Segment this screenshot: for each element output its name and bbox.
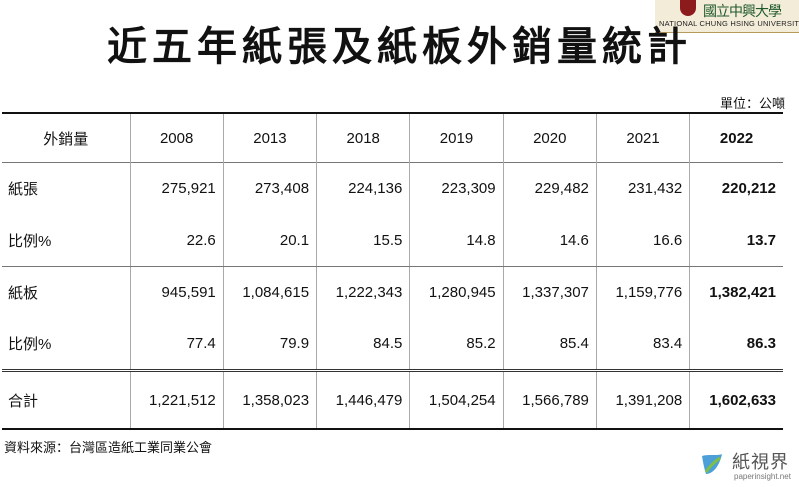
university-logo-script: 國立中興大學 [703,4,782,20]
table-cell: 1,222,343 [316,266,411,319]
table-cell: 1,358,023 [223,370,318,429]
table-cell: 15.5 [316,214,411,268]
column-header: 2018 [316,113,411,163]
table-row: 紙張 275,921 273,408 224,136 223,309 229,4… [2,162,783,215]
table-total-row: 合計 1,221,512 1,358,023 1,446,479 1,504,2… [2,370,783,429]
table-cell: 20.1 [223,214,318,268]
unit-label: 單位：公噸 [719,97,785,112]
table-cell: 84.5 [316,318,411,371]
table-cell: 1,382,421 [689,266,783,319]
table-cell: 229,482 [503,162,597,215]
table-cell: 14.8 [409,214,504,268]
row-label: 比例% [2,318,131,371]
table-cell: 1,446,479 [316,370,411,429]
table-cell: 85.2 [409,318,504,371]
paperinsight-url: paperinsight.net [734,472,791,481]
column-header: 外銷量 [2,113,131,163]
table-row: 紙板 945,591 1,084,615 1,222,343 1,280,945… [2,266,783,319]
table-cell: 275,921 [130,162,224,215]
table-cell: 14.6 [503,214,597,268]
table-cell: 13.7 [689,214,783,268]
table-cell: 22.6 [130,214,224,268]
table-cell: 1,391,208 [596,370,691,429]
table-cell: 1,602,633 [689,370,783,429]
table-cell: 86.3 [689,318,783,371]
table-cell: 16.6 [596,214,691,268]
table-cell: 1,566,789 [503,370,597,429]
page-title: 近五年紙張及紙板外銷量統計 [107,23,692,70]
table-cell: 945,591 [130,266,224,319]
table-cell: 1,337,307 [503,266,597,319]
table-cell: 79.9 [223,318,318,371]
table-cell: 83.4 [596,318,691,371]
university-emblem-icon [680,0,696,16]
table-cell: 85.4 [503,318,597,371]
column-header: 2008 [130,113,224,163]
column-header: 2021 [596,113,691,163]
column-header: 2022 [689,113,783,163]
table-cell: 224,136 [316,162,411,215]
column-header: 2020 [503,113,597,163]
table-cell: 231,432 [596,162,691,215]
table-cell: 1,084,615 [223,266,318,319]
row-label: 紙板 [2,266,131,319]
table-cell: 223,309 [409,162,504,215]
paperinsight-brand-name: 紙視界 [732,452,789,473]
row-label: 比例% [2,214,131,268]
column-header: 2019 [409,113,504,163]
table-cell: 1,159,776 [596,266,691,319]
table-row: 比例% 77.4 79.9 84.5 85.2 85.4 83.4 86.3 [2,318,783,371]
university-logo: 國立中興大學 NATIONAL CHUNG HSING UNIVERSITY [655,0,799,33]
row-label: 紙張 [2,162,131,215]
table-cell: 1,221,512 [130,370,224,429]
export-volume-table: 外銷量 2008 2013 2018 2019 2020 2021 2022 紙… [2,112,783,430]
column-header: 2013 [223,113,318,163]
row-label: 合計 [2,370,131,429]
table-row: 比例% 22.6 20.1 15.5 14.8 14.6 16.6 13.7 [2,214,783,268]
table-cell: 1,280,945 [409,266,504,319]
table-cell: 77.4 [130,318,224,371]
paperinsight-leaf-icon [702,454,722,474]
source-note: 資料來源：台灣區造紙工業同業公會 [4,441,213,456]
university-logo-subtitle: NATIONAL CHUNG HSING UNIVERSITY [659,19,799,28]
table-header-row: 外銷量 2008 2013 2018 2019 2020 2021 2022 [2,113,783,163]
table-cell: 273,408 [223,162,318,215]
paperinsight-logo: 紙視界 paperinsight.net [696,448,796,486]
table-cell: 220,212 [689,162,783,215]
table-cell: 1,504,254 [409,370,504,429]
